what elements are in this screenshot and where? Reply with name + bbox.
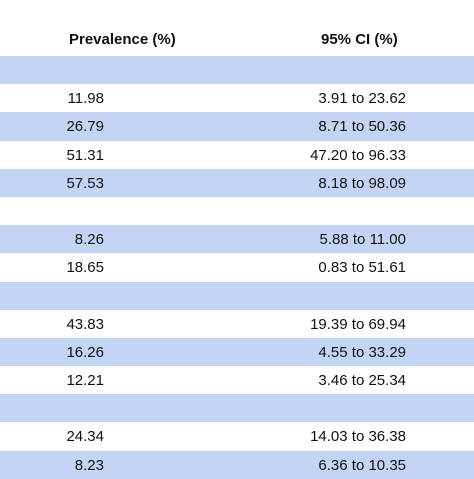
prevalence-cell: 11.98: [67, 90, 104, 108]
table-row: [0, 56, 474, 85]
ci-cell: 47.20 to 96.33: [310, 146, 406, 164]
prevalence-cell: 8.23: [74, 456, 104, 474]
table-row: 57.53 8.18 to 98.09: [0, 168, 474, 197]
table-row: 26.79 8.71 to 50.36: [0, 112, 474, 141]
table-row: 24.34 14.03 to 36.38: [0, 422, 474, 451]
ci-cell: 14.03 to 36.38: [310, 428, 406, 446]
ci-cell: 8.71 to 50.36: [318, 118, 406, 136]
prevalence-cell: 16.26: [66, 343, 104, 361]
ci-cell: 19.39 to 69.94: [310, 315, 406, 333]
table-header: Prevalence (%) 95% CI (%): [0, 0, 474, 56]
ci-cell: 3.91 to 23.62: [318, 90, 406, 108]
ci-cell: 5.88 to 11.00: [319, 231, 406, 249]
ci-cell: 0.83 to 51.61: [318, 259, 406, 277]
prevalence-cell: 26.79: [66, 118, 104, 136]
prevalence-cell: 8.26: [74, 231, 104, 249]
prevalence-cell: 43.83: [66, 315, 104, 333]
table-row: 8.26 5.88 to 11.00: [0, 225, 474, 254]
ci-column-header: 95% CI (%): [321, 31, 398, 48]
table-row: 16.26 4.55 to 33.29: [0, 337, 474, 367]
table-row: [0, 281, 474, 310]
prevalence-column-header: Prevalence (%): [69, 31, 176, 48]
table-body: 11.98 3.91 to 23.62 26.79 8.71 to 50.36 51.3…: [0, 56, 474, 479]
table-row: 8.23 6.36 to 10.35: [0, 450, 474, 479]
ci-cell: 6.36 to 10.35: [318, 456, 406, 474]
table-row: 43.83 19.39 to 69.94: [0, 309, 474, 338]
prevalence-cell: 24.34: [66, 428, 104, 446]
table-row: 51.31 47.20 to 96.33: [0, 140, 474, 169]
table-row: [0, 394, 474, 423]
prevalence-cell: 57.53: [66, 174, 104, 192]
ci-cell: 3.46 to 25.34: [318, 372, 406, 390]
prevalence-cell: 51.31: [66, 146, 104, 164]
prevalence-cell: 12.21: [66, 372, 104, 390]
table-row: 18.65 0.83 to 51.61: [0, 253, 474, 282]
ci-cell: 4.55 to 33.29: [318, 343, 406, 361]
table-row: [0, 196, 474, 226]
prevalence-cell: 18.65: [66, 259, 104, 277]
table-row: 12.21 3.46 to 25.34: [0, 366, 474, 395]
ci-cell: 8.18 to 98.09: [318, 174, 406, 192]
table-row: 11.98 3.91 to 23.62: [0, 84, 474, 113]
